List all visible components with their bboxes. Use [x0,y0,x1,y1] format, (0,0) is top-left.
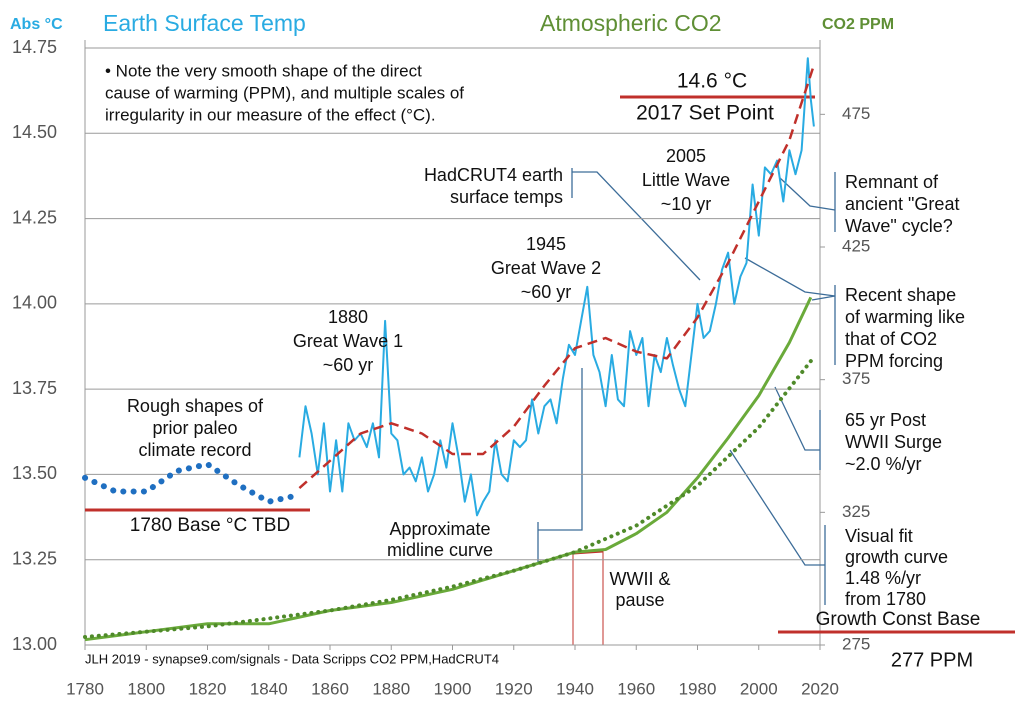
chart-title: Earth Surface Temp [103,10,306,36]
annotation: cause of warming (PPM), and multiple sca… [105,83,464,102]
x-tick-label: 1840 [250,679,288,698]
annotation: climate record [138,440,251,460]
y-tick-label: 14.25 [12,207,57,227]
series-line [83,359,813,639]
annotation: 14.6 °C [677,70,747,93]
annotation: Approximate [389,519,490,539]
annotation: 1945 [526,234,566,254]
annotation: Wave" cycle? [845,216,953,236]
y-axis-label: Abs °C [10,16,63,33]
frame [84,40,821,645]
x-tick-label: 1940 [556,679,594,698]
x-tick-label: 1980 [679,679,717,698]
annotation: irregularity in our measure of the effec… [105,105,436,124]
annotation: PPM forcing [845,351,943,371]
x-tick-label: 2000 [740,679,778,698]
annotation: Remnant of [845,172,939,192]
y2-title: Atmospheric CO2 [540,10,722,36]
annotation: ~2.0 %/yr [845,454,922,474]
annotation: ~10 yr [661,194,712,214]
y2-axis-label: CO2 PPM [822,16,894,33]
annotation: Great Wave 1 [293,331,403,351]
x-tick-label: 1920 [495,679,533,698]
annotation: growth curve [845,547,948,567]
annotation: WWII Surge [845,432,942,452]
annotation: from 1780 [845,589,926,609]
annotation: prior paleo [152,418,237,438]
annotation: 1880 [328,307,368,327]
annotation: Little Wave [642,170,730,190]
annotation: ~60 yr [521,282,572,302]
annotation: 2005 [666,146,706,166]
annotation: HadCRUT4 earth [424,165,563,185]
x-tick-label: 1960 [617,679,655,698]
annotation: 1.48 %/yr [845,568,921,588]
annotation: WWII & [610,569,671,589]
annotation: 65 yr Post [845,410,926,430]
series-line [82,461,303,505]
y-tick-label: 13.75 [12,378,57,398]
y-tick-label: 14.50 [12,122,57,142]
x-tick-label: 1820 [189,679,227,698]
annotation: surface temps [450,187,563,207]
x-tick-label: 1900 [434,679,472,698]
x-tick-label: 1860 [311,679,349,698]
y-tick-label: 13.50 [12,463,57,483]
leader-lines [537,168,836,605]
annotation: midline curve [387,540,493,560]
y2-tick-label: 325 [842,502,870,521]
series-line [298,64,816,490]
annotation: Rough shapes of [127,396,264,416]
annotation: ~60 yr [323,355,374,375]
y-tick-label: 14.00 [12,293,57,313]
y2-tick-label: 475 [842,104,870,123]
y2-tick-label: 425 [842,236,870,255]
annotation: JLH 2019 - synapse9.com/signals - Data S… [85,651,499,666]
annotation: 277 PPM [891,649,973,671]
y-tick-label: 13.00 [12,634,57,654]
annotation: ancient "Great [845,194,959,214]
y-tick-label: 14.75 [12,37,57,57]
x-tick-label: 1800 [127,679,165,698]
annotation: Great Wave 2 [491,258,601,278]
annotation: 1780 Base °C TBD [130,515,290,536]
annotation: Visual fit [845,526,913,546]
x-tick-label: 2020 [801,679,839,698]
annotation: Growth Const Base [816,609,981,630]
y2-tick-label: 275 [842,634,870,653]
annotation: of warming like [845,307,965,327]
x-tick-label: 1880 [372,679,410,698]
x-tick-label: 1780 [66,679,104,698]
y-tick-label: 13.25 [12,548,57,568]
annotation: • Note the very smooth shape of the dire… [105,61,422,80]
annotation: Recent shape [845,285,956,305]
series-line [298,57,815,517]
annotation: pause [615,590,664,610]
y2-tick-label: 375 [842,369,870,388]
annotation: that of CO2 [845,329,937,349]
annotation: 2017 Set Point [636,102,774,125]
